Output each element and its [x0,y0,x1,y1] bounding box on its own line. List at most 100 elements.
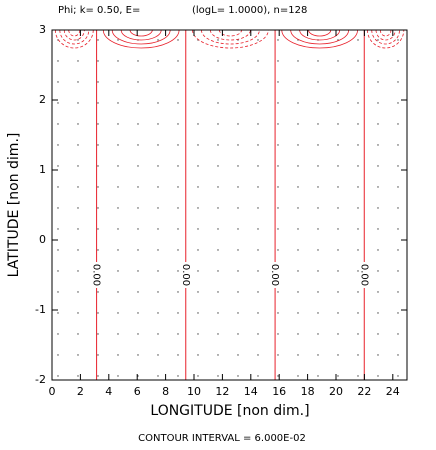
field-dot [377,207,379,209]
field-dot [157,207,159,209]
field-dot [177,186,179,188]
field-dot [97,165,99,167]
field-dot [197,375,199,377]
x-tick-label: 10 [187,385,201,398]
contour-label: 0.00 [180,264,191,286]
field-dot [377,354,379,356]
field-dot [137,144,139,146]
field-dot [117,333,119,335]
field-dot [257,354,259,356]
field-dot [237,249,239,251]
x-tick-label: 8 [162,385,169,398]
field-dot [277,333,279,335]
field-dot [357,123,359,125]
field-dot [297,375,299,377]
contour-line [308,29,332,37]
x-tick-label: 0 [49,385,56,398]
field-dot [197,228,199,230]
field-dot [337,228,339,230]
field-dot [397,81,399,83]
field-dot [117,186,119,188]
field-dot [357,81,359,83]
field-dot [297,102,299,104]
field-dot [97,333,99,335]
field-dot [397,207,399,209]
contour-line [367,29,405,49]
field-dot [237,312,239,314]
field-dot [57,102,59,104]
field-dot [177,354,179,356]
field-dot [177,102,179,104]
field-dot [397,102,399,104]
field-dot [117,228,119,230]
field-dot [57,312,59,314]
field-dot [57,144,59,146]
contour-line [54,29,94,49]
field-dot [397,144,399,146]
field-dot [97,144,99,146]
field-dot [277,249,279,251]
field-dot [377,186,379,188]
field-dot [257,165,259,167]
field-dot [197,291,199,293]
field-dot [197,186,199,188]
field-dot [137,249,139,251]
contour-line [290,29,350,45]
field-dot [77,228,79,230]
field-dot [137,354,139,356]
field-dot [297,81,299,83]
field-dot [337,144,339,146]
field-dot [77,81,79,83]
field-dot [177,165,179,167]
y-tick-label: 0 [39,233,46,246]
field-dot [217,144,219,146]
field-dot [177,207,179,209]
field-dot [337,165,339,167]
x-axis-label: LONGITUDE [non dim.] [150,403,309,419]
field-dot [77,249,79,251]
field-dot [117,354,119,356]
field-dot [317,123,319,125]
title-left: Phi; k= 0.50, E= [58,5,140,16]
field-dot [357,228,359,230]
field-dot [257,207,259,209]
footer: CONTOUR INTERVAL = 6.000E-02 [138,433,306,444]
field-dot [277,228,279,230]
field-dot [277,81,279,83]
field-dot [97,375,99,377]
field-dot [357,249,359,251]
field-dot [377,291,379,293]
field-dot [57,354,59,356]
x-tick-label: 2 [77,385,84,398]
contour-line [200,29,260,45]
field-dot [97,228,99,230]
contour-line [192,29,269,49]
field-dot [337,102,339,104]
label-bg [180,262,191,288]
field-dot [397,249,399,251]
field-dot [317,102,319,104]
field-dot [117,291,119,293]
field-dot [137,207,139,209]
field-dot [197,270,199,272]
field-dot [177,81,179,83]
field-dot [77,165,79,167]
field-dot [237,291,239,293]
field-dot [317,165,319,167]
field-dot [377,60,379,62]
field-dot [157,39,159,41]
field-dot [197,60,199,62]
field-dot [177,123,179,125]
field-dot [337,354,339,356]
field-dot [277,312,279,314]
field-dot [357,39,359,41]
field-dot [157,102,159,104]
field-dot [57,60,59,62]
x-tick-label: 18 [301,385,315,398]
field-dot [57,207,59,209]
field-dot [177,249,179,251]
field-dot [137,165,139,167]
field-dot [217,249,219,251]
field-dot [297,207,299,209]
field-dot [357,312,359,314]
